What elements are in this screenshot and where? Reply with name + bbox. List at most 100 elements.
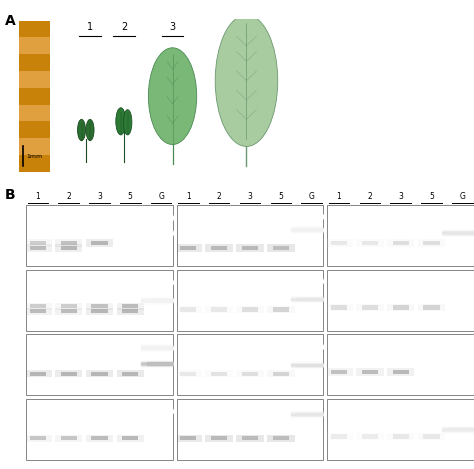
Bar [242, 307, 258, 311]
Bar [61, 372, 77, 376]
Bar [206, 244, 233, 251]
Text: 2: 2 [217, 192, 221, 201]
Bar [325, 304, 353, 311]
Bar [211, 307, 228, 311]
Bar [117, 303, 144, 310]
Bar [273, 246, 289, 250]
Bar [24, 244, 52, 251]
Bar [423, 305, 439, 310]
Text: 3: 3 [247, 192, 253, 201]
Bar [30, 246, 46, 250]
Text: 5: 5 [429, 192, 434, 201]
Bar [206, 370, 233, 378]
Bar [122, 372, 138, 376]
Bar [392, 370, 409, 374]
Bar [55, 308, 82, 315]
Bar [19, 105, 50, 121]
Bar [387, 369, 414, 376]
Text: UBC20: UBC20 [333, 273, 353, 279]
Bar [24, 435, 52, 442]
Bar [19, 88, 50, 105]
Bar [24, 370, 52, 378]
Bar [117, 370, 144, 378]
Bar [19, 155, 50, 172]
Bar [19, 38, 50, 54]
Bar [86, 303, 113, 310]
Bar [356, 240, 383, 247]
Bar [423, 241, 439, 245]
Text: 1: 1 [337, 192, 341, 201]
Text: A: A [5, 14, 16, 28]
Ellipse shape [116, 108, 126, 135]
Bar [356, 369, 383, 376]
Bar [331, 241, 347, 245]
Ellipse shape [148, 48, 197, 144]
Bar [423, 434, 439, 439]
Bar [117, 308, 144, 315]
Bar [61, 246, 77, 250]
Ellipse shape [78, 120, 85, 141]
Bar [180, 372, 196, 376]
Bar [331, 305, 347, 310]
Text: UBC19: UBC19 [333, 209, 353, 214]
Bar [91, 304, 108, 309]
Bar [86, 435, 113, 442]
Text: 5: 5 [128, 192, 133, 201]
Ellipse shape [86, 120, 94, 141]
Bar [24, 303, 52, 310]
Bar [122, 436, 138, 440]
Bar [30, 436, 46, 440]
Bar [122, 304, 138, 309]
Bar [55, 240, 82, 247]
Bar [174, 306, 202, 313]
Bar [392, 305, 409, 310]
Bar [387, 240, 414, 247]
Bar [237, 370, 264, 378]
Bar [237, 435, 264, 442]
Bar [331, 370, 347, 374]
Text: APC6: APC6 [182, 338, 198, 343]
Bar [362, 370, 378, 374]
Bar [392, 434, 409, 439]
Text: 1: 1 [36, 192, 40, 201]
Bar [180, 436, 196, 440]
Text: 1: 1 [186, 192, 191, 201]
Bar [418, 240, 445, 247]
Text: 1: 1 [87, 23, 93, 32]
Bar [211, 246, 228, 250]
Bar [180, 307, 196, 311]
Bar [19, 138, 50, 155]
Bar [206, 435, 233, 442]
Bar [325, 433, 353, 440]
Text: AtCycB1;1: AtCycB1;1 [333, 338, 364, 343]
Bar [61, 241, 77, 245]
Bar [267, 435, 294, 442]
Bar [19, 21, 50, 38]
Bar [273, 307, 289, 311]
Bar [55, 244, 82, 251]
Bar [267, 370, 294, 378]
Bar [174, 244, 202, 251]
Bar [356, 304, 383, 311]
Text: APC10: APC10 [182, 402, 201, 408]
Text: APC3/CDC27A: APC3/CDC27A [182, 209, 224, 214]
Bar [86, 308, 113, 315]
Bar [211, 436, 228, 440]
Bar [30, 372, 46, 376]
Bar [331, 434, 347, 439]
Bar [325, 369, 353, 376]
Bar [30, 309, 46, 313]
Bar [237, 306, 264, 313]
Text: 3: 3 [97, 192, 102, 201]
Text: B: B [5, 188, 15, 202]
Bar [55, 435, 82, 442]
Bar [61, 436, 77, 440]
Ellipse shape [123, 110, 132, 135]
Bar [387, 433, 414, 440]
Bar [174, 370, 202, 378]
Bar [61, 304, 77, 309]
Bar [19, 54, 50, 71]
Text: 3: 3 [170, 23, 175, 32]
Bar [19, 71, 50, 88]
Text: APC4: APC4 [182, 273, 198, 279]
